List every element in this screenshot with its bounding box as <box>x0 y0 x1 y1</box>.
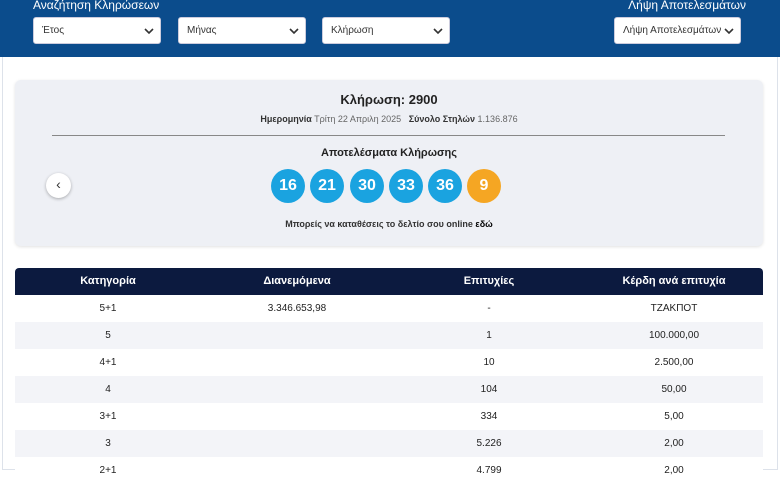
winners-cell: 10 <box>483 357 495 368</box>
category-cell: 4+1 <box>99 357 117 368</box>
table-header: Κατηγορία Διανεμόμενα Επιτυχίες Κέρδη ανά ε… <box>15 268 763 295</box>
prize-cell: 2,00 <box>664 438 684 449</box>
date-label: Ημερομηνία <box>260 114 312 124</box>
winners-cell: - <box>487 303 491 314</box>
prize-cell: 50,00 <box>661 384 687 395</box>
header-cell: Επιτυχίες <box>463 275 515 287</box>
number-ball: 36 <box>428 169 462 203</box>
prize-cell: 2,00 <box>664 465 684 476</box>
note-link[interactable]: εδώ <box>475 219 493 229</box>
table-row: 3 5.226 2,00 <box>15 430 763 457</box>
category-cell: 5+1 <box>99 303 117 314</box>
winners-cell: 1 <box>486 330 492 341</box>
category-cell: 3+1 <box>99 411 117 422</box>
header-cell: Διανεμόμενα <box>263 275 331 287</box>
winners-cell: 334 <box>480 411 498 422</box>
note-text: Μπορείς να καταθέσεις το δελτίο σου onli… <box>285 219 473 229</box>
prize-cell: 100.000,00 <box>648 330 700 341</box>
prize-cell: ΤΖΑΚΠΟΤ <box>650 303 698 314</box>
header-cell: Κέρδη ανά επιτυχία <box>622 275 726 287</box>
header-cell: Κατηγορία <box>80 275 136 287</box>
columns-label: Σύνολο Στηλών <box>408 114 476 124</box>
download-label: Λήψη Αποτελεσμάτων <box>628 0 746 12</box>
month-select[interactable]: Μήνας <box>178 17 306 44</box>
distributed-cell: 3.346.653,98 <box>267 303 327 314</box>
columns: 1.136.876 <box>477 114 518 124</box>
select-text: Μήνας <box>187 25 217 36</box>
date: Τρίτη 22 Απριλη 2025 <box>314 114 402 124</box>
number-ball: 21 <box>310 169 344 203</box>
table-row: 5+1 3.346.653,98 - ΤΖΑΚΠΟΤ <box>15 295 763 322</box>
previous-button[interactable]: ‹ <box>46 173 71 198</box>
draw-select[interactable]: Κλήρωση <box>322 17 450 44</box>
year-select[interactable]: Έτος <box>33 17 161 44</box>
category-cell: 4 <box>105 384 111 395</box>
winners-cell: 104 <box>480 384 498 395</box>
divider <box>52 135 725 136</box>
prize-cell: 5,00 <box>664 411 684 422</box>
select-text: Λήψη Αποτελεσμάτων <box>623 25 722 36</box>
number-ball: 30 <box>350 169 384 203</box>
prize-table: Κατηγορία Διανεμόμενα Επιτυχίες Κέρδη ανά ε… <box>15 268 763 484</box>
category-cell: 3 <box>105 438 111 449</box>
draw-info: Ημερομηνία Τρίτη 22 Απριλη 2025 Σύνολο Σ… <box>15 114 763 124</box>
table-row: 4 104 50,00 <box>15 376 763 403</box>
search-label: Αναζήτηση Κληρώσεων <box>33 0 160 12</box>
joker-ball: 9 <box>467 169 501 203</box>
header: Αναζήτηση Κληρώσεων Λήψη Αποτελεσμάτων Έ… <box>0 0 780 57</box>
winners-cell: 5.226 <box>476 438 502 449</box>
select-text: Κλήρωση <box>331 25 374 36</box>
prize-cell: 2.500,00 <box>654 357 694 368</box>
draw-card: Κλήρωση: 2900 Ημερομηνία Τρίτη 22 Απριλη… <box>15 80 763 246</box>
number-ball: 33 <box>389 169 423 203</box>
number-ball: 16 <box>271 169 305 203</box>
draw-title: Κλήρωση: 2900 <box>340 92 438 107</box>
results-title: Αποτελέσματα Κλήρωσης <box>321 147 457 159</box>
table-row: 3+1 334 5,00 <box>15 403 763 430</box>
winners-cell: 4.799 <box>476 465 502 476</box>
category-cell: 5 <box>105 330 111 341</box>
note: Μπορείς να καταθέσεις το δελτίο σου onli… <box>15 219 763 229</box>
download-select[interactable]: Λήψη Αποτελεσμάτων <box>614 17 741 44</box>
select-text: Έτος <box>42 25 65 36</box>
category-cell: 2+1 <box>99 465 117 476</box>
table-row: 5 1 100.000,00 <box>15 322 763 349</box>
table-row: 2+1 4.799 2,00 <box>15 457 763 484</box>
table-row: 4+1 10 2.500,00 <box>15 349 763 376</box>
